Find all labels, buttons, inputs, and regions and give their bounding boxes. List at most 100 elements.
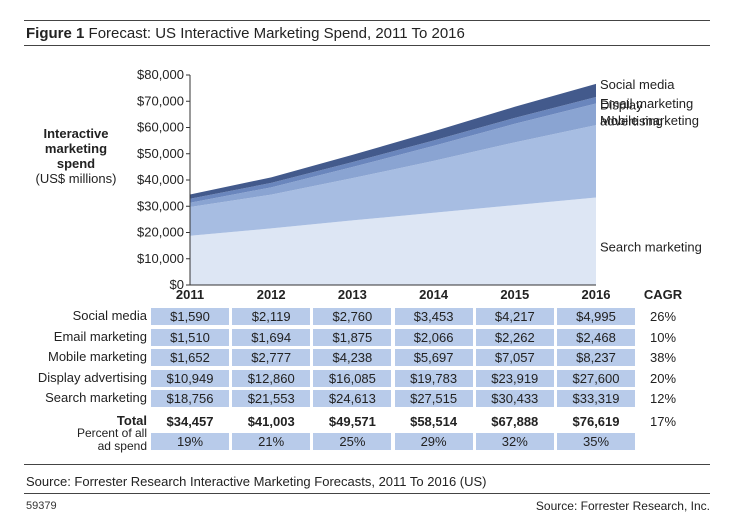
table-cell: $2,066 [394, 329, 473, 346]
table-cell: $67,888 [491, 414, 539, 429]
table-bottom-rule [24, 464, 710, 465]
table-year-header: 2011 [175, 287, 205, 302]
table-row-label: Total [116, 413, 147, 428]
legend-label-search-marketing: Search marketing [600, 239, 702, 254]
table-cell: $5,697 [394, 349, 473, 366]
y-tick-label: $20,000 [137, 225, 184, 240]
area-display-advertising [190, 125, 596, 236]
y-axis-unit: (US$ millions) [35, 171, 117, 186]
table-cell: $8,237 [557, 349, 635, 366]
table-cell: $30,433 [475, 390, 554, 407]
table-row-label: Social media [72, 308, 147, 323]
title-rule [24, 45, 710, 46]
area-email-marketing [190, 96, 596, 203]
y-tick-label: $60,000 [137, 120, 184, 135]
table-cell: 19% [151, 433, 229, 450]
y-tick-label: $30,000 [137, 198, 184, 213]
table-cell: $16,085 [313, 370, 392, 387]
table-cell: $1,590 [151, 308, 229, 325]
table-cell: $1,875 [313, 329, 392, 346]
table-cell: $12,860 [232, 370, 311, 387]
legend-label-display-advertising: advertising [600, 113, 663, 128]
top-rule [24, 20, 710, 21]
table-cagr-value: 38% [649, 350, 677, 365]
table-row-label: Percent of all [76, 426, 147, 440]
figure-title: Figure 1 Forecast: US Interactive Market… [26, 25, 465, 42]
table-cell: $41,003 [247, 414, 295, 429]
table-cell: 21% [232, 433, 311, 450]
table-cell: $2,777 [232, 349, 311, 366]
table-row-label: Mobile marketing [48, 349, 147, 364]
table-year-header: 2015 [500, 287, 530, 302]
source-note: Source: Forrester Research Interactive M… [26, 474, 487, 489]
footer-rule [24, 493, 710, 494]
table-cell: $3,453 [394, 308, 473, 325]
table-cell: $10,949 [151, 370, 229, 387]
legend-label-email-marketing: Email marketing [600, 96, 693, 111]
table-cell: $49,571 [328, 414, 376, 429]
y-tick-label: $50,000 [137, 146, 184, 161]
table-cagr-value: 26% [649, 309, 677, 324]
table-cell: $1,510 [151, 329, 229, 346]
table-cell: $7,057 [475, 349, 554, 366]
table-cell: $24,613 [313, 390, 392, 407]
table-cell: $23,919 [475, 370, 554, 387]
table-cell: $2,468 [557, 329, 635, 346]
table-year-header: 2012 [256, 287, 286, 302]
table-cell: $1,652 [151, 349, 229, 366]
figure-title-text: Forecast: US Interactive Marketing Spend… [88, 25, 465, 42]
table-row-label: Email marketing [53, 329, 147, 344]
table-cell: $1,694 [232, 329, 311, 346]
area-search-marketing [190, 197, 596, 285]
y-axis-title-line: Interactive [43, 126, 109, 141]
table-cell: $58,514 [410, 414, 458, 429]
table-cell: $4,217 [475, 308, 554, 325]
table-cell: $18,756 [151, 390, 229, 407]
table-cell: $76,619 [572, 414, 620, 429]
table-year-header: 2013 [337, 287, 367, 302]
source-credit: Source: Forrester Research, Inc. [535, 499, 710, 513]
table-cagr-value: 20% [649, 371, 677, 386]
table-cell: $19,783 [394, 370, 473, 387]
table-cell: 25% [313, 433, 392, 450]
table-year-header: 2014 [419, 287, 449, 302]
table-row-label: ad spend [97, 439, 147, 453]
y-tick-label: $80,000 [137, 67, 184, 82]
table-cagr-value: 10% [649, 330, 677, 345]
table-cell: $2,760 [313, 308, 392, 325]
y-axis-title-line: spend [56, 156, 96, 171]
table-cell: $21,553 [232, 390, 311, 407]
figure-label: Figure 1 [26, 25, 85, 42]
table-cell: $4,238 [313, 349, 392, 366]
table-year-header: 2016 [581, 287, 611, 302]
table-cell: 35% [557, 433, 635, 450]
y-axis-title: Interactive marketing spend (US$ million… [22, 126, 130, 186]
table-cagr-value: 17% [649, 414, 677, 429]
table-cell: $2,119 [232, 308, 311, 325]
y-tick-label: $70,000 [137, 93, 184, 108]
table-cell: $33,319 [557, 390, 635, 407]
table-cell: $27,515 [394, 390, 473, 407]
area-mobile-marketing [190, 103, 596, 208]
y-tick-label: $0 [170, 277, 184, 292]
table-cell: $34,457 [166, 414, 214, 429]
table-cell: $27,600 [557, 370, 635, 387]
table-cell: $4,995 [557, 308, 635, 325]
table-row-label: Search marketing [45, 390, 147, 405]
table-cell: $2,262 [475, 329, 554, 346]
table-cell: 29% [394, 433, 473, 450]
table-row-label: Display advertising [37, 370, 147, 385]
legend-label-social-media: Social media [600, 77, 675, 92]
legend-label-mobile-marketing: Mobile marketing [600, 113, 699, 128]
area-social-media [190, 83, 596, 199]
figure-id: 59379 [26, 500, 57, 512]
y-axis-title-line: marketing [44, 141, 108, 156]
y-tick-label: $40,000 [137, 172, 184, 187]
y-tick-label: $10,000 [137, 251, 184, 266]
legend-label-display-advertising: Display [600, 97, 643, 112]
table-cagr-value: 12% [649, 391, 677, 406]
table-cagr-header: CAGR [643, 287, 683, 302]
table-cell: 32% [475, 433, 554, 450]
